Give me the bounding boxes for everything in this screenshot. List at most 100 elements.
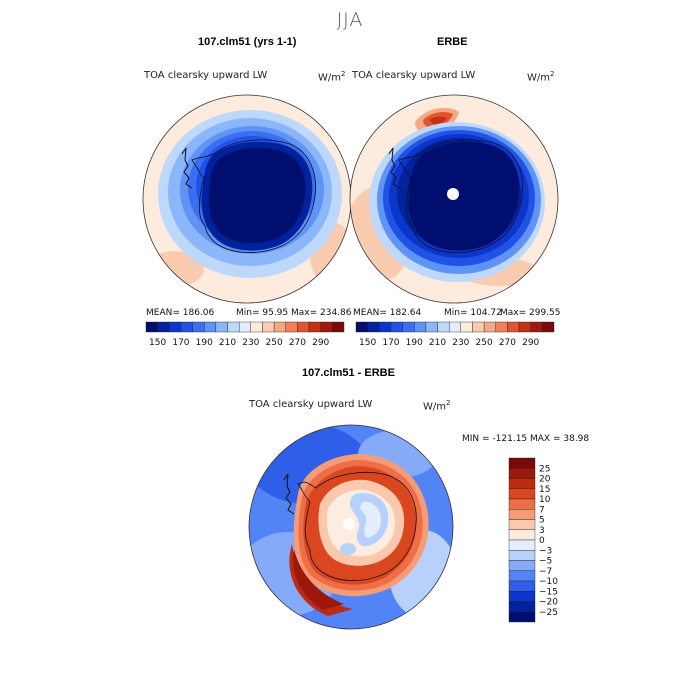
panel2-variable-label: TOA clearsky upward LW	[352, 70, 476, 81]
page-title: JJA	[336, 9, 364, 31]
panel3-colorbar-tick: 20	[539, 475, 551, 485]
panel2-map-border	[349, 94, 559, 304]
panel3-pole-hole	[343, 518, 355, 530]
panel1-colorbar-tick: 170	[172, 338, 189, 348]
panel2-max: Max= 299.55	[500, 308, 561, 318]
panel1-peninsula	[181, 147, 193, 189]
panel1-colorbar-tick: 270	[289, 338, 306, 348]
panel3-peninsula	[283, 473, 295, 515]
panel3-colorbar-box	[508, 601, 536, 612]
panel3-minmax: MIN = -121.15 MAX = 38.98	[462, 434, 590, 444]
panel2-pole-hole	[447, 188, 459, 200]
panel1-units-sup: 2	[341, 70, 346, 78]
panel2-mean: MEAN= 182.64	[353, 308, 422, 318]
panel3-variable-label: TOA clearsky upward LW	[249, 399, 373, 410]
panel3-colorbar-box	[508, 519, 536, 530]
panel2-colorbar-box	[448, 321, 462, 333]
panel1-colorbar-tick: 250	[266, 338, 283, 348]
panel1-colorbar-box	[215, 321, 228, 333]
panel2-colorbar-box	[542, 321, 555, 333]
panel3-colorbar-box	[508, 611, 536, 623]
panel2-colorbar-box	[367, 321, 380, 333]
panel3-ring-sw-1	[289, 544, 353, 616]
panel3-map	[248, 424, 454, 630]
panel3-colorbar-tick: −10	[539, 577, 558, 587]
panel1-mean: MEAN= 186.06	[146, 308, 215, 318]
panel3-colorbar-tick: −25	[539, 608, 558, 618]
panel1-max: Max= 234.86	[291, 308, 352, 318]
panel1-units: W/m2	[318, 70, 345, 83]
panel1-colorbar-box	[227, 321, 240, 333]
panel3-colorbar-box	[508, 478, 536, 489]
panel2-colorbar-box	[518, 321, 531, 333]
panel2-colorbar-tick: 290	[522, 338, 539, 348]
panel1-colorbar-box	[204, 321, 217, 333]
panel3-colorbar-box	[508, 498, 536, 510]
panel3-colorbar-box	[508, 457, 536, 469]
panel1-map	[142, 94, 352, 304]
panel2-units-sup: 2	[550, 70, 555, 78]
panel2-min: Min= 104.72	[444, 308, 502, 318]
panel2-colorbar-box	[507, 321, 520, 333]
panel3-colorbar-box	[508, 468, 536, 479]
panel1-colorbar-tick: 150	[149, 338, 166, 348]
panel1-colorbar-box	[192, 321, 205, 333]
panel1-colorbar-box	[262, 321, 275, 333]
panel1-colorbar-box	[238, 321, 252, 333]
panel2-colorbar-box	[402, 321, 415, 333]
panel3-colorbar-tick: 5	[539, 516, 545, 526]
panel3-colorbar-tick: −5	[539, 557, 552, 567]
panel3-colorbar-tick: 25	[539, 464, 550, 474]
panel3-colorbar-tick: 7	[539, 505, 545, 515]
panel2-hot-region-3	[429, 116, 447, 125]
panel1-min: Min= 95.95	[236, 308, 289, 318]
panel2-colorbar-box	[414, 321, 427, 333]
panel1-colorbar-box	[145, 321, 158, 333]
panel1-colorbar-box	[250, 321, 263, 333]
panel1-variable-label: TOA clearsky upward LW	[144, 70, 268, 81]
panel2-colorbar-box	[390, 321, 403, 333]
panel3-units: W/m2	[423, 399, 450, 412]
panel3-colorbar-box	[508, 591, 536, 602]
panel3-colorbar-box	[508, 570, 536, 582]
panel2-colorbar-box	[355, 321, 368, 333]
panel1-colorbar-box	[308, 321, 321, 333]
panel1-colorbar-box	[169, 321, 182, 333]
panel2-units: W/m2	[527, 70, 554, 83]
panel3-title: 107.clm51 - ERBE	[302, 367, 395, 379]
panel1-colorbar-box	[273, 321, 286, 333]
panel3-colorbar-box	[508, 560, 536, 571]
panel2-colorbar-tick: 270	[499, 338, 516, 348]
panel3-colorbar-tick: −7	[539, 567, 552, 577]
panel1-title: 107.clm51 (yrs 1-1)	[198, 36, 297, 48]
panel2-colorbar-tick: 210	[429, 338, 446, 348]
panel3-colorbar-box	[508, 550, 536, 561]
panel2-map	[349, 94, 559, 304]
panel1-coastline	[191, 139, 316, 253]
panel2-colorbar-box	[472, 321, 485, 333]
panel3-colorbar-box	[508, 509, 536, 520]
panel2-colorbar-tick: 230	[452, 338, 469, 348]
panel1-colorbar-box	[180, 321, 193, 333]
panel3-colorbar-box	[508, 488, 536, 500]
panel3-colorbar-tick: −15	[539, 587, 558, 597]
panel3-colorbar-box	[508, 529, 536, 541]
panel1-core	[208, 147, 306, 244]
panel3-colorbar-tick: −20	[539, 598, 558, 608]
panel2-title: ERBE	[437, 36, 468, 48]
panel2-colorbar-tick: 150	[359, 338, 376, 348]
panel2-colorbar-box	[483, 321, 496, 333]
panel2-peninsula	[388, 147, 400, 189]
panel1-colorbar-tick: 230	[242, 338, 259, 348]
panel3-colorbar-tick: 3	[539, 526, 545, 536]
panel1-colorbar-box	[297, 321, 310, 333]
panel3-inner-cool-2	[360, 501, 382, 538]
panel1-colorbar-box	[320, 321, 333, 333]
panel2-colorbar-box	[437, 321, 450, 333]
panel1-colorbar: 150 170 190 210 230 250 270 290	[145, 321, 345, 348]
panel2-colorbar-box	[379, 321, 392, 333]
panel1-colorbar-box	[285, 321, 298, 333]
panel1-colorbar-box	[157, 321, 170, 333]
panel3-colorbar-box	[508, 580, 536, 592]
